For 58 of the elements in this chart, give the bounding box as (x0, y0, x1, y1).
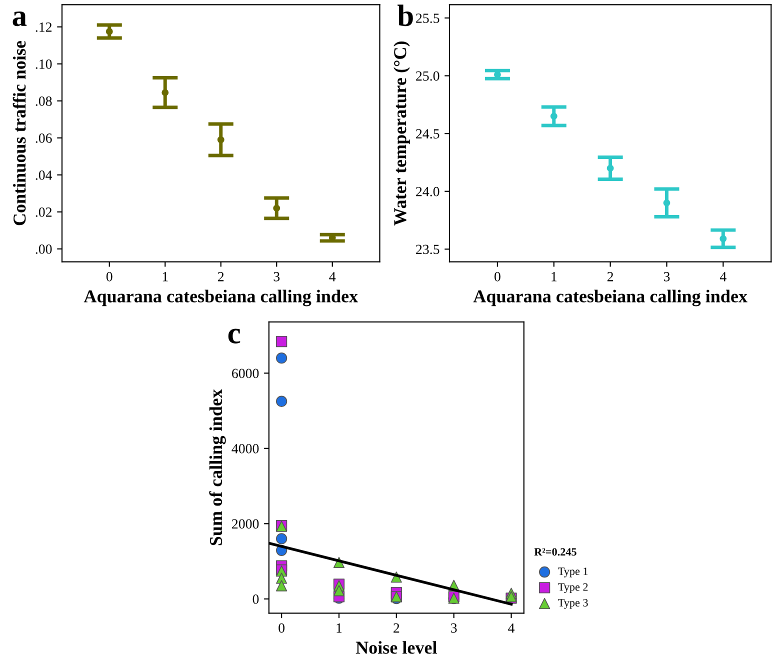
point (276, 580, 288, 592)
y-tick-label: .12 (36, 22, 52, 32)
x-tick-label: 1 (336, 623, 342, 633)
y-tick-label: 6000 (232, 368, 259, 378)
chart-title: b (398, 4, 413, 26)
x-tick-label: 2 (607, 272, 614, 282)
y-tick-label: 0 (252, 594, 259, 604)
x-tick-label: 1 (162, 272, 168, 282)
x-tick-label: 0 (278, 623, 284, 633)
x-tick-label: 0 (494, 272, 500, 282)
point (217, 136, 224, 144)
legend-label: Type 2 (558, 583, 588, 594)
y-axis-title: Sum of calling index (209, 389, 226, 546)
legend-label: Type 1 (558, 568, 588, 578)
point (106, 28, 113, 35)
point (720, 235, 727, 242)
point (333, 585, 345, 596)
y-tick-label: .00 (36, 244, 52, 254)
x-tick-label: 4 (508, 623, 515, 633)
y-axis-title: Water temperature (°C) (394, 42, 410, 226)
point (276, 352, 288, 364)
point (273, 204, 280, 212)
y-tick-label: .02 (36, 207, 52, 217)
y-tick-label: .06 (36, 133, 52, 143)
y-axis-title: Continuous traffic noise (12, 40, 26, 226)
y-tick-label: .08 (36, 96, 52, 106)
x-axis-title: Aquarana catesbeiana calling index (473, 290, 748, 306)
y-tick-label: 24.0 (416, 186, 440, 196)
x-tick-label: 1 (552, 272, 557, 282)
x-tick-label: 2 (394, 623, 400, 633)
x-tick-label: 2 (218, 272, 224, 282)
point (663, 199, 670, 206)
x-tick-label: 0 (106, 272, 112, 282)
point (550, 112, 558, 120)
x-tick-label: 4 (329, 272, 336, 282)
x-axis-title: Aquarana catesbeiana calling index (84, 290, 358, 306)
legend-label: Type 3 (558, 599, 588, 609)
y-tick-label: .10 (36, 59, 52, 69)
x-tick-label: 4 (720, 272, 726, 282)
point (162, 89, 169, 96)
y-tick-label: 23.5 (416, 244, 440, 254)
y-tick-label: .04 (36, 170, 52, 180)
x-axis-title: Noise level (356, 641, 437, 654)
y-tick-label: 25.0 (416, 71, 440, 81)
y-tick-label: 25.5 (416, 14, 440, 23)
x-tick-label: 3 (664, 272, 670, 282)
point (606, 164, 614, 172)
x-tick-label: 3 (451, 623, 457, 633)
chart-title: c (228, 328, 240, 344)
point (276, 396, 288, 407)
point (276, 336, 288, 348)
text: R²=0.245 (534, 548, 576, 556)
point (276, 533, 288, 544)
y-tick-label: 24.5 (416, 129, 440, 139)
y-tick-label: 2000 (232, 519, 259, 529)
chart-title: a (12, 12, 27, 26)
x-tick-label: 3 (274, 272, 280, 282)
y-tick-label: 4000 (232, 444, 259, 454)
